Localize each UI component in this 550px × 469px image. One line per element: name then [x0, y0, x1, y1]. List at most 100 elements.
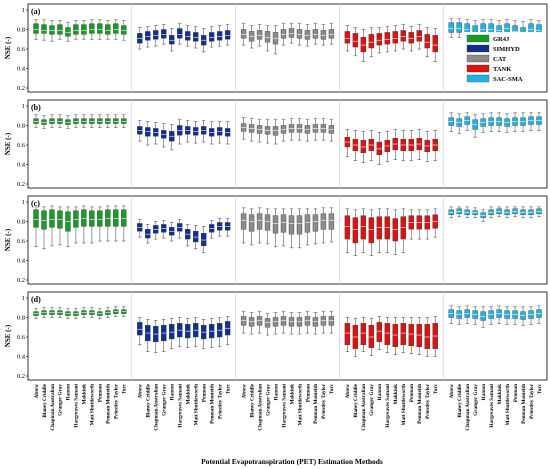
box-body: [121, 209, 127, 227]
method-label: Abtew: [449, 384, 455, 399]
box-sac-sma-11: [528, 306, 534, 325]
method-label: Matt Shuttleworth: [401, 384, 407, 425]
box-body: [320, 316, 327, 326]
box-sac-sma-11: [528, 206, 534, 218]
box-simhyd-7: [185, 120, 191, 143]
box-body: [89, 23, 95, 34]
box-tank-2: [352, 209, 359, 256]
panel-frame: [27, 291, 548, 381]
box-body: [33, 23, 39, 34]
box-body: [89, 210, 95, 227]
box-cat-9: [304, 119, 311, 142]
box-sac-sma-10: [520, 112, 526, 132]
y-axis-label: NSE (-): [4, 324, 12, 347]
box-body: [113, 118, 119, 124]
box-body: [73, 24, 79, 35]
box-tank-2: [352, 130, 359, 161]
box-cat-12: [328, 311, 335, 334]
box-gr4j-11: [113, 114, 119, 128]
method-label: Chapman Australian: [154, 384, 160, 431]
y-tick-label: 0.8: [17, 123, 25, 130]
box-body: [344, 215, 351, 240]
y-tick-label: 0.8: [17, 27, 25, 34]
box-body: [392, 31, 398, 44]
box-body: [400, 323, 406, 346]
box-simhyd-9: [200, 319, 207, 350]
box-simhyd-7: [185, 224, 191, 247]
box-simhyd-9: [200, 120, 207, 143]
box-body: [121, 25, 127, 35]
box-tank-8: [400, 317, 406, 353]
method-label: Penman: [409, 384, 415, 402]
box-tank-3: [360, 208, 367, 253]
y-tick-label: 0.4: [17, 66, 26, 73]
y-tick-label: 0.8: [17, 219, 25, 226]
y-tick-label: 0.6: [17, 46, 26, 53]
method-label: Granger Gray: [265, 384, 271, 416]
box-simhyd-3: [153, 25, 159, 47]
box-simhyd-11: [216, 121, 223, 144]
box-gr4j-9: [97, 308, 103, 319]
y-tick-label: 1: [22, 7, 25, 14]
box-body: [352, 217, 359, 244]
box-body: [320, 30, 327, 40]
box-body: [280, 214, 287, 233]
method-label: Matt Shuttleworth: [505, 384, 511, 425]
box-simhyd-5: [169, 124, 175, 151]
box-simhyd-5: [169, 28, 175, 52]
legend-label: SIMHYD: [493, 46, 520, 53]
box-simhyd-9: [200, 28, 207, 53]
box-gr4j-11: [113, 19, 119, 40]
box-sac-sma-4: [472, 114, 478, 138]
box-simhyd-1: [137, 27, 143, 50]
box-body: [41, 119, 47, 125]
box-simhyd-9: [200, 226, 207, 253]
box-tank-10: [416, 317, 422, 355]
panel-label: (c): [31, 199, 40, 208]
box-body: [145, 229, 151, 239]
box-body: [185, 31, 191, 41]
box-body: [105, 24, 111, 35]
box-simhyd-10: [208, 318, 215, 349]
box-body: [145, 127, 151, 137]
method-label: Chapman Australian: [465, 384, 471, 431]
box-body: [360, 37, 367, 53]
box-body: [73, 118, 79, 124]
box-simhyd-6: [177, 23, 183, 45]
box-sac-sma-2: [456, 18, 462, 38]
box-body: [424, 324, 430, 349]
box-cat-12: [328, 207, 335, 243]
panel-label: (d): [31, 295, 41, 304]
method-label: Blaney Criddle: [457, 383, 463, 417]
y-tick-label: 0.6: [17, 334, 26, 341]
box-body: [408, 324, 414, 346]
box-tank-7: [392, 129, 398, 160]
box-tank-9: [408, 209, 414, 240]
box-tank-11: [424, 317, 430, 357]
box-gr4j-10: [105, 20, 111, 40]
box-body: [177, 28, 183, 39]
box-body: [81, 209, 87, 227]
box-gr4j-8: [89, 307, 95, 318]
box-gr4j-10: [105, 307, 111, 318]
box-cat-3: [256, 207, 263, 244]
box-sac-sma-2: [456, 113, 462, 134]
method-label: Makkink: [185, 384, 191, 405]
box-cat-8: [296, 23, 303, 46]
panel-label: (b): [31, 103, 41, 112]
y-tick-label: 0.2: [17, 181, 25, 188]
box-sac-sma-5: [480, 113, 486, 133]
box-cat-9: [304, 311, 311, 334]
box-body: [113, 209, 119, 227]
method-label: Hamon: [273, 384, 279, 401]
y-axis-label: NSE (-): [4, 36, 12, 59]
box-body: [161, 29, 167, 39]
box-body: [288, 317, 295, 327]
box-body: [528, 23, 534, 34]
box-body: [528, 209, 534, 215]
method-label: Turc: [122, 383, 128, 394]
box-simhyd-2: [145, 319, 151, 352]
box-cat-8: [296, 208, 303, 249]
legend-swatch: [466, 44, 490, 53]
method-label: Hargreaves Samani: [489, 383, 495, 427]
